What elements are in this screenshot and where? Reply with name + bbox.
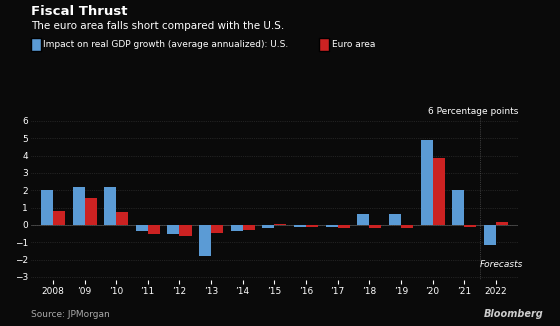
Bar	[432, 158, 445, 225]
Bar	[496, 222, 508, 225]
Bar	[116, 212, 128, 225]
Text: Source: JPMorgan: Source: JPMorgan	[31, 310, 110, 319]
Bar	[231, 225, 243, 231]
Bar	[136, 225, 148, 231]
Bar	[148, 225, 160, 233]
Bar	[211, 225, 223, 233]
Text: Forecasts: Forecasts	[480, 260, 524, 269]
Bar	[464, 225, 476, 227]
Bar	[421, 140, 432, 225]
Bar	[484, 225, 496, 245]
Bar	[85, 198, 97, 225]
Bar	[104, 187, 116, 225]
Text: Bloomberg: Bloomberg	[483, 309, 543, 319]
Bar	[167, 225, 180, 234]
Bar	[338, 225, 349, 228]
Bar	[294, 225, 306, 227]
Bar	[274, 224, 286, 225]
Text: 6 Percentage points: 6 Percentage points	[428, 107, 518, 116]
Bar	[180, 225, 192, 236]
Bar	[243, 225, 255, 230]
Bar	[369, 225, 381, 228]
Text: The euro area falls short compared with the U.S.: The euro area falls short compared with …	[31, 21, 284, 31]
Bar	[452, 190, 464, 225]
Bar	[53, 211, 65, 225]
Text: Impact on real GDP growth (average annualized): U.S.: Impact on real GDP growth (average annua…	[43, 40, 288, 49]
Bar	[73, 187, 85, 225]
Bar	[263, 225, 274, 228]
Bar	[401, 225, 413, 228]
Bar	[41, 190, 53, 225]
Bar	[306, 225, 318, 228]
Bar	[357, 214, 369, 225]
Bar	[389, 215, 401, 225]
Bar	[326, 225, 338, 227]
Bar	[199, 225, 211, 256]
Text: Fiscal Thrust: Fiscal Thrust	[31, 5, 127, 18]
Text: Euro area: Euro area	[332, 40, 375, 49]
